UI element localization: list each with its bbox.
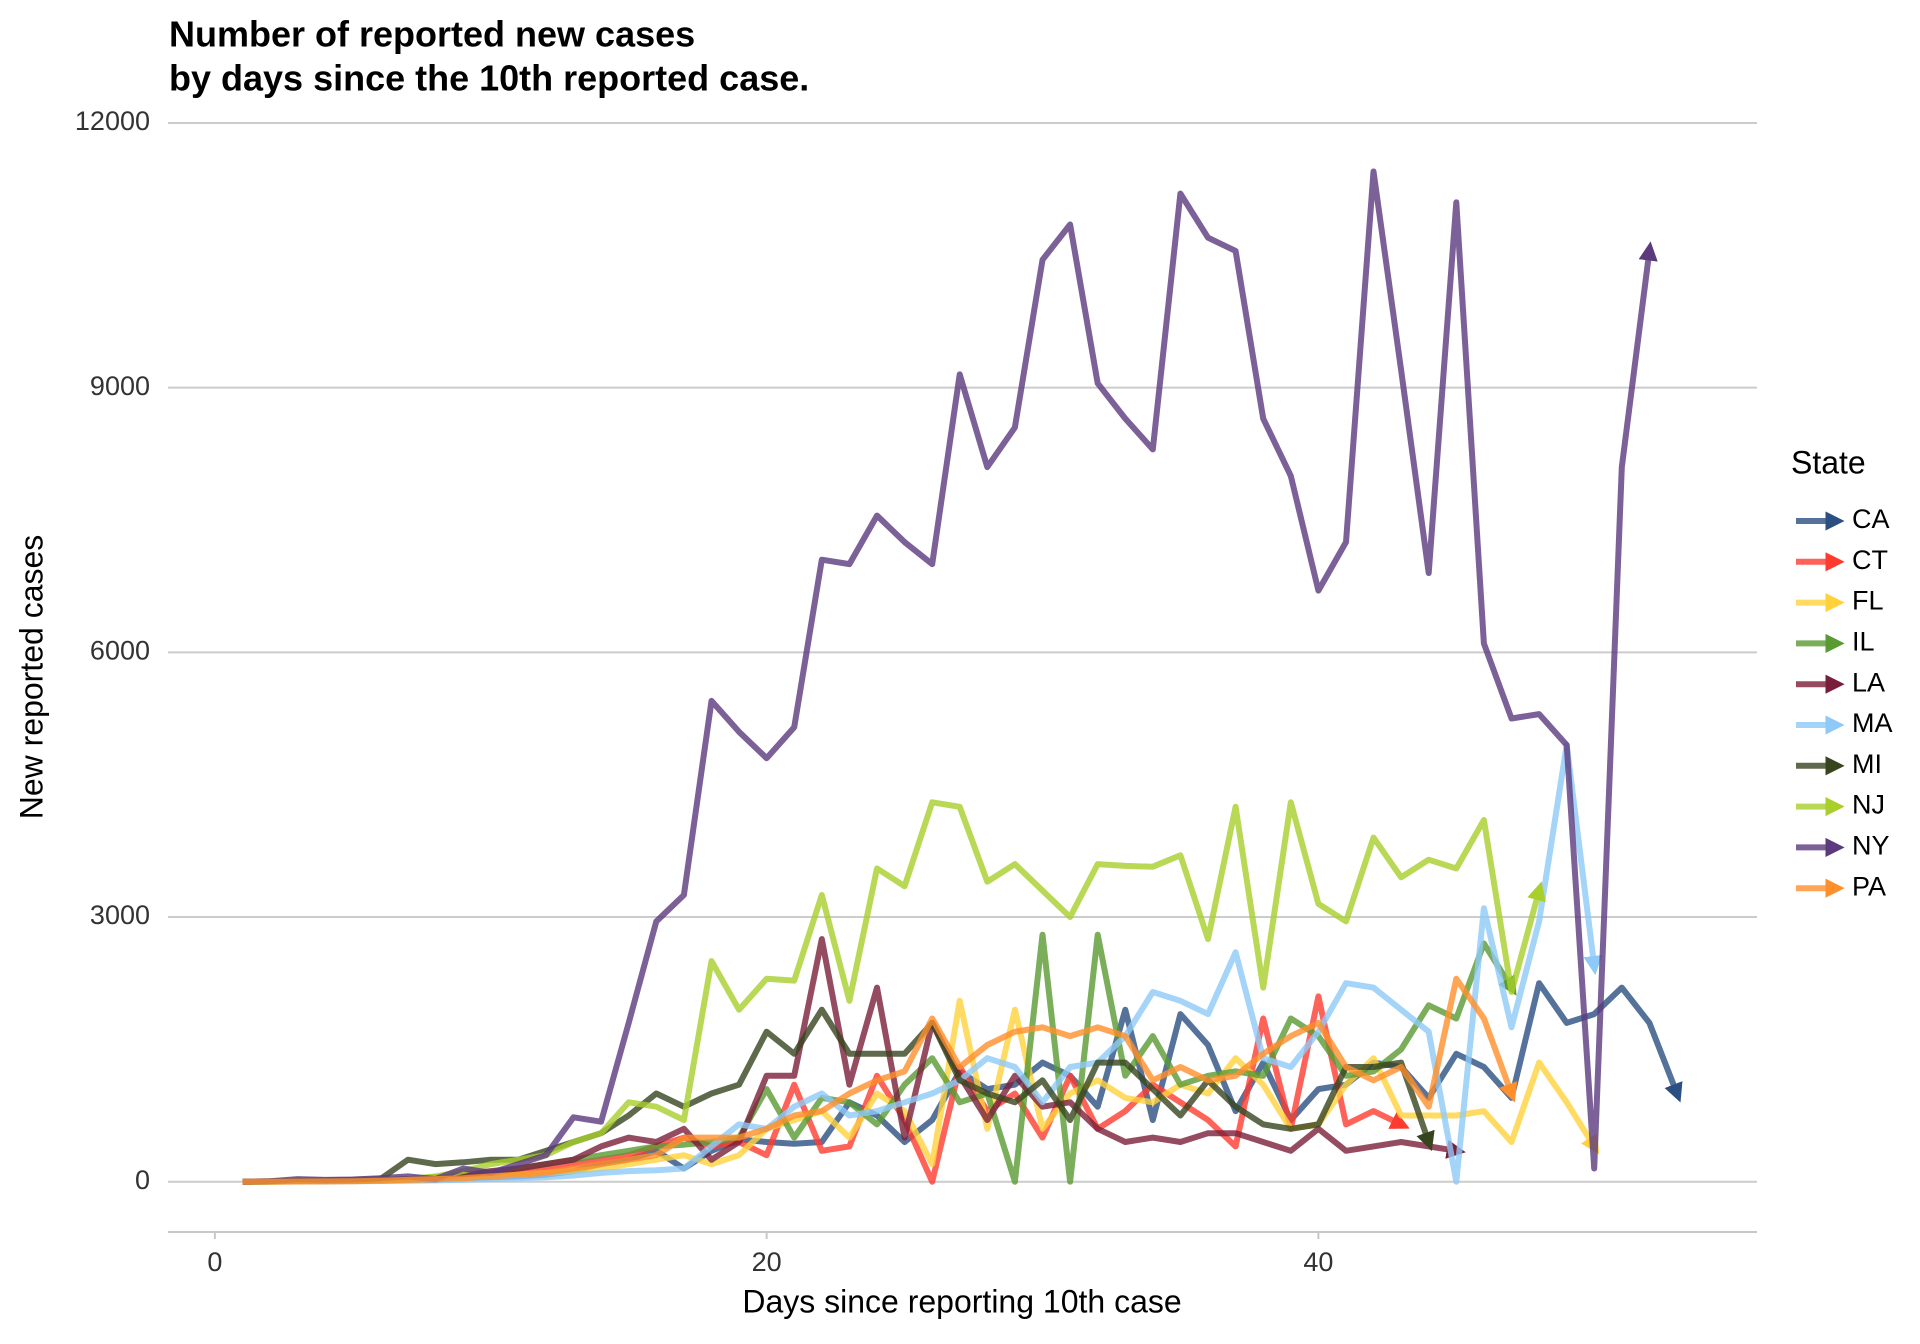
x-tick-label: 20: [752, 1247, 782, 1277]
y-tick-label: 3000: [90, 900, 150, 930]
x-tick-label: 0: [207, 1247, 222, 1277]
legend-label: IL: [1852, 627, 1875, 657]
y-tick-label: 0: [135, 1165, 150, 1195]
y-tick-label: 9000: [90, 371, 150, 401]
legend-label: CT: [1852, 545, 1888, 575]
x-tick-label: 40: [1303, 1247, 1333, 1277]
legend-label: FL: [1852, 586, 1884, 616]
legend-label: LA: [1852, 667, 1885, 697]
legend-label: MA: [1852, 708, 1893, 738]
legend-title: State: [1791, 444, 1866, 480]
legend-label: MI: [1852, 749, 1882, 779]
chart-title: by days since the 10th reported case.: [169, 58, 809, 99]
chart-title: Number of reported new cases: [169, 14, 695, 55]
x-axis-title: Days since reporting 10th case: [742, 1283, 1181, 1319]
series-line: [242, 1006, 1435, 1185]
y-tick-label: 12000: [75, 106, 150, 136]
y-tick-label: 6000: [90, 635, 150, 665]
legend-label: NJ: [1852, 790, 1885, 820]
y-axis-title: New reported cases: [13, 535, 49, 820]
series-line: [242, 742, 1603, 1185]
series-line: [242, 168, 1658, 1185]
series-line: [242, 931, 1517, 1185]
legend-label: CA: [1852, 504, 1890, 534]
legend-label: NY: [1852, 831, 1890, 861]
legend-label: PA: [1852, 871, 1886, 901]
series-line: [242, 975, 1518, 1185]
